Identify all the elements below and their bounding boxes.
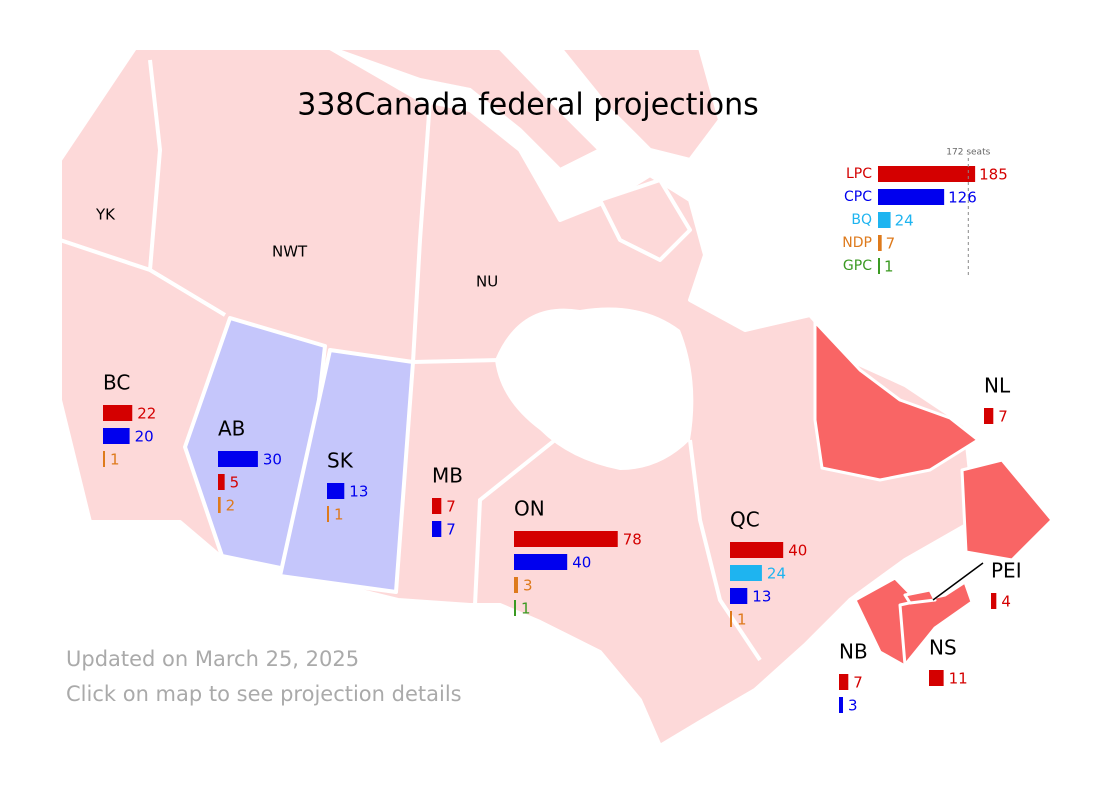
arctic-island: [558, 46, 722, 162]
pointer: [932, 562, 984, 601]
region-label: NS: [929, 636, 957, 660]
seat-label: 24: [767, 565, 786, 583]
saskatchewan: [278, 348, 415, 594]
territory-label: NU: [476, 273, 498, 291]
party-label: CPC: [844, 189, 872, 205]
region-label: BC: [103, 371, 130, 395]
region-bar: [730, 542, 784, 558]
majority-label: 172 seats: [946, 148, 990, 158]
party-label: BQ: [851, 212, 872, 228]
region-bar: [991, 593, 997, 609]
border: [688, 439, 762, 662]
seat-label: 7: [998, 408, 1008, 426]
region-bar: [839, 674, 849, 690]
region-bar: [432, 521, 442, 537]
region-bar: [514, 600, 516, 616]
region-label: NB: [839, 640, 868, 664]
region-bar: [327, 506, 329, 522]
party-label: NDP: [842, 235, 872, 251]
arctic-island: [598, 178, 692, 262]
region-bar: [218, 497, 221, 513]
note: Updated on March 25, 2025: [66, 647, 359, 671]
seat-label: 185: [979, 166, 1008, 184]
seat-label: 1: [110, 451, 120, 469]
seat-label: 2: [226, 497, 236, 515]
seat-label: 22: [137, 405, 156, 423]
seat-label: 3: [523, 577, 533, 595]
seat-label: 1: [334, 506, 344, 524]
national-bar: [878, 258, 880, 274]
region-bar: [514, 554, 568, 570]
seat-label: 3: [848, 697, 858, 715]
note: Click on map to see projection details: [66, 682, 462, 706]
seat-label: 40: [572, 554, 591, 572]
region-label: PEI: [991, 559, 1022, 583]
region-bar: [327, 483, 345, 499]
seat-label: 78: [623, 531, 642, 549]
hudson-bay: [495, 307, 694, 470]
national-bar: [878, 166, 976, 182]
territory-label: NWT: [272, 243, 308, 261]
seat-label: 7: [853, 674, 863, 692]
party-label: GPC: [843, 258, 872, 274]
pei: [903, 588, 937, 605]
region-bar: [730, 565, 762, 581]
seat-label: 1: [737, 611, 747, 629]
national-bar: [878, 235, 882, 251]
region-bar: [432, 498, 442, 514]
border: [148, 59, 163, 271]
region-label: NL: [984, 374, 1011, 398]
labrador: [813, 320, 980, 482]
seat-label: 7: [886, 235, 896, 253]
region-bar: [103, 428, 130, 444]
region-label: QC: [730, 508, 760, 532]
region-label: MB: [432, 464, 463, 488]
region-label: AB: [218, 417, 245, 441]
border: [412, 358, 501, 364]
seat-label: 7: [446, 498, 456, 516]
seat-label: 24: [895, 212, 914, 230]
arctic-island: [328, 46, 602, 172]
national-bar: [878, 212, 891, 228]
border: [473, 438, 557, 606]
party-label: LPC: [846, 166, 872, 182]
map-shapes: [58, 46, 1054, 748]
title: 338Canada federal projections: [297, 88, 759, 123]
seat-label: 1: [884, 258, 894, 276]
border: [411, 99, 432, 363]
region-bar: [730, 588, 748, 604]
region-bar: [218, 451, 258, 467]
region-bar: [839, 697, 843, 713]
newfoundland: [960, 458, 1054, 562]
seat-label: 13: [752, 588, 771, 606]
seat-label: 30: [263, 451, 282, 469]
seat-label: 7: [446, 521, 456, 539]
region-bar: [218, 474, 225, 490]
seat-label: 13: [349, 483, 368, 501]
region-bar: [984, 408, 994, 424]
region-bar: [514, 577, 518, 593]
region-bar: [103, 405, 133, 421]
seat-label: 1: [521, 600, 531, 618]
seat-label: 5: [230, 474, 240, 492]
seat-label: 126: [948, 189, 977, 207]
seat-label: 11: [949, 670, 968, 688]
region-bar: [514, 531, 618, 547]
territory-label: YK: [95, 206, 116, 224]
seat-label: 4: [1001, 593, 1011, 611]
national-bar: [878, 189, 945, 205]
region-bar: [730, 611, 732, 627]
region-bar: [103, 451, 105, 467]
seat-label: 20: [135, 428, 154, 446]
seat-label: 40: [788, 542, 807, 560]
region-bar: [929, 670, 944, 686]
region-label: ON: [514, 497, 545, 521]
region-label: SK: [327, 449, 354, 473]
